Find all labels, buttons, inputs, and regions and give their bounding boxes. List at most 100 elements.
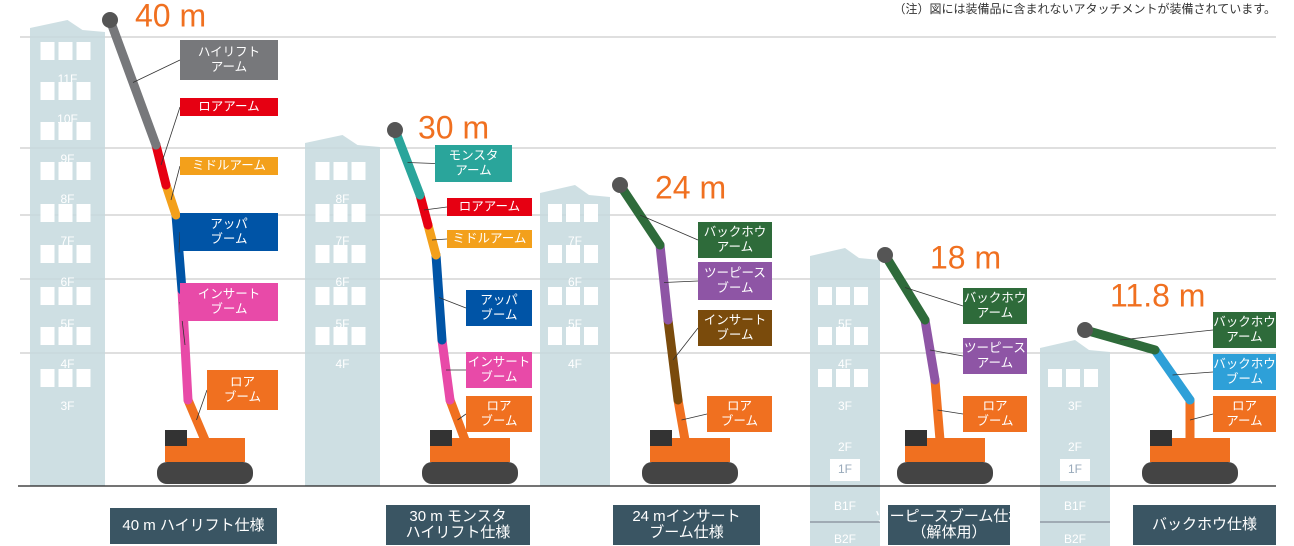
height-label: 30 m (418, 109, 489, 145)
part-label: ツーピース (964, 341, 1026, 355)
window (59, 42, 73, 60)
part-label: アッパ (480, 293, 518, 307)
attachment (612, 177, 628, 193)
part-label: ロア (1232, 399, 1257, 413)
window (836, 287, 850, 305)
leader-line (161, 107, 180, 165)
part-label: ロア (230, 375, 255, 389)
window (59, 204, 73, 222)
part-label: ロア (727, 399, 752, 413)
floor-label: 2F (838, 440, 852, 454)
part-label: モンスタ (449, 148, 499, 162)
window (316, 287, 330, 305)
leader-line (171, 166, 180, 200)
part-label: アーム (977, 306, 1013, 320)
part-label: バックホウ (1213, 315, 1276, 329)
window (41, 82, 55, 100)
part-label: アーム (455, 163, 491, 177)
spec-label: （解体用） (911, 524, 986, 541)
part-label: ロア (982, 399, 1007, 413)
part-label: バックホウ (964, 291, 1027, 305)
part-label: バックホウ (704, 225, 767, 239)
window (1048, 369, 1062, 387)
window (334, 162, 348, 180)
window (818, 369, 832, 387)
floor-label: B1F (834, 499, 856, 513)
part-label: インサート (704, 313, 767, 327)
spec-label: ハイリフト仕様 (406, 524, 511, 541)
part-label: ブーム (976, 413, 1013, 428)
attachment (877, 247, 893, 263)
spec-label: バックホウ仕様 (1152, 516, 1257, 533)
part-label: ブーム (210, 231, 247, 246)
leader-line (673, 328, 698, 360)
cab (905, 430, 927, 446)
height-label: 40 m (135, 0, 206, 33)
cab (430, 430, 452, 446)
window (77, 122, 91, 140)
part-label: ブーム (480, 413, 517, 428)
track (1142, 462, 1238, 484)
note: （注）図には装備品に含まれないアタッチメントが装備されています。 (894, 1, 1276, 16)
window (77, 287, 91, 305)
window (41, 204, 55, 222)
window (584, 204, 598, 222)
window (77, 369, 91, 387)
spec-label: ブーム仕様 (649, 523, 724, 541)
part-label: ブーム (1226, 371, 1263, 386)
part-label: アーム (977, 356, 1013, 370)
part-label: ミドルアーム (192, 158, 266, 172)
window (41, 42, 55, 60)
part-label: ブーム (480, 307, 517, 322)
part-label: アーム (717, 240, 753, 254)
window (818, 287, 832, 305)
window (836, 327, 850, 345)
part-label: アッパ (210, 217, 248, 231)
track (642, 462, 738, 484)
track (897, 462, 993, 484)
leader-line (197, 390, 208, 420)
spec-label: 24 mインサート (632, 508, 740, 525)
cab (165, 430, 187, 446)
window (1084, 369, 1098, 387)
part-label: ブーム (210, 301, 247, 316)
attachment (1077, 322, 1093, 338)
part-label: ミドルアーム (453, 231, 527, 245)
window (584, 245, 598, 263)
floor-label: B2F (834, 532, 856, 546)
part-label: ブーム (716, 327, 753, 342)
window (59, 245, 73, 263)
window (77, 42, 91, 60)
window (41, 162, 55, 180)
window (59, 287, 73, 305)
window (584, 287, 598, 305)
window (854, 369, 868, 387)
part-label: ロア (486, 399, 511, 413)
window (41, 287, 55, 305)
window (854, 327, 868, 345)
window (352, 204, 366, 222)
window (316, 327, 330, 345)
part-label: アーム (1226, 414, 1262, 428)
window (316, 204, 330, 222)
window (818, 327, 832, 345)
track (157, 462, 253, 484)
window (854, 287, 868, 305)
window (566, 204, 580, 222)
window (334, 204, 348, 222)
floor-label: B1F (1064, 499, 1086, 513)
window (59, 122, 73, 140)
part-label: アーム (211, 60, 247, 74)
part-label: ロアアーム (198, 99, 259, 113)
window (566, 287, 580, 305)
window (334, 327, 348, 345)
window (77, 327, 91, 345)
window (316, 245, 330, 263)
window (352, 245, 366, 263)
spec-label: ツーピースブーム仕様 (875, 507, 1024, 525)
leader-line (1120, 330, 1213, 340)
cab (650, 430, 672, 446)
window (352, 162, 366, 180)
part-label: ロアアーム (459, 199, 520, 213)
leader-line (1173, 372, 1214, 375)
